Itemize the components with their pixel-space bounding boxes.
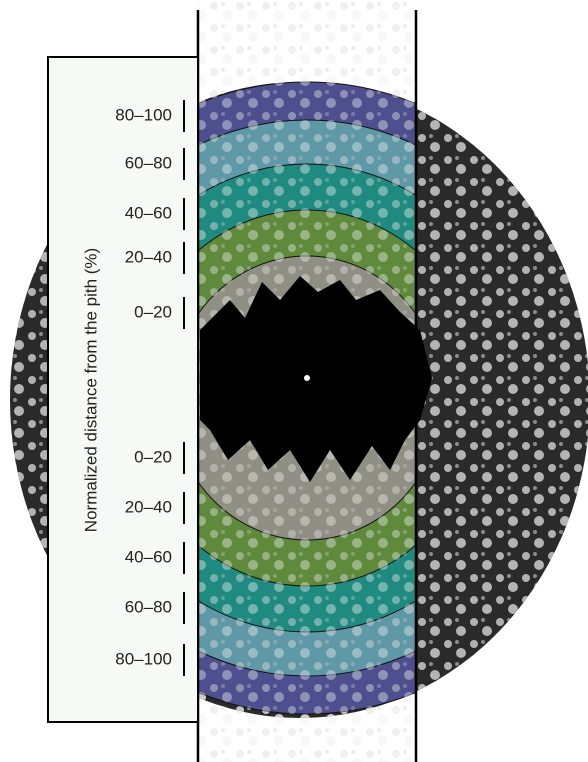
band-label: 40–60 [125,547,172,566]
band-label: 60–80 [125,597,172,616]
band-label: 80–100 [115,649,172,668]
axis-label: Normalized distance from the pith (%) [81,248,100,532]
figure: Normalized distance from the pith (%) 80… [0,0,588,762]
band-label: 80–100 [115,105,172,124]
band-label: 0–20 [134,447,172,466]
band-label: 20–40 [125,497,172,516]
band-label: 20–40 [125,247,172,266]
band-label: 0–20 [134,302,172,321]
label-panel [48,57,198,722]
band-label: 60–80 [125,153,172,172]
band-label: 40–60 [125,203,172,222]
center-dot [304,375,310,381]
